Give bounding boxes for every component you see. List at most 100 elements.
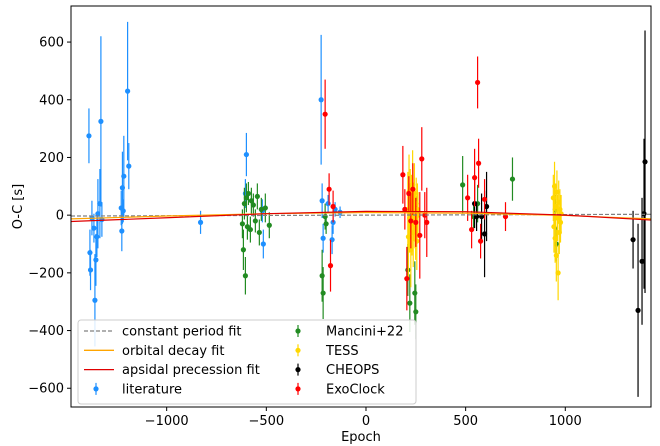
- legend-item-literature: literature: [93, 382, 182, 397]
- data-point: [469, 226, 475, 233]
- data-point: [481, 196, 488, 202]
- data-point: [319, 273, 325, 279]
- data-point: [630, 237, 636, 243]
- data-point: [642, 159, 648, 165]
- data-point: [256, 229, 262, 236]
- data-point: [248, 198, 254, 204]
- data-point: [639, 258, 645, 264]
- data-point: [402, 206, 408, 212]
- data-point: [327, 263, 334, 269]
- data-point: [318, 97, 324, 103]
- data-point: [555, 270, 561, 276]
- fit-lines-layer: [70, 210, 652, 223]
- legend: constant period fit orbital decay fit apsi…: [77, 319, 417, 405]
- data-point: [247, 226, 253, 233]
- data-point: [91, 225, 97, 231]
- data-point: [86, 133, 92, 139]
- x-tick-label: 1000: [549, 414, 582, 429]
- series-exoclock: [322, 56, 509, 311]
- data-point: [422, 212, 428, 218]
- legend-marker-swatch: [295, 386, 301, 392]
- data-point: [240, 247, 247, 253]
- series-tess: [405, 150, 564, 301]
- legend-label: constant period fit: [122, 325, 241, 340]
- data-point: [126, 163, 132, 169]
- data-point: [477, 238, 484, 244]
- y-tick-label: −400: [28, 324, 64, 339]
- legend-item-tess: TESS: [295, 344, 359, 359]
- data-point: [509, 176, 516, 182]
- data-point: [258, 206, 264, 212]
- data-point: [245, 190, 251, 197]
- y-tick-label: 0: [56, 209, 64, 224]
- data-point: [400, 172, 406, 178]
- y-tick-label: −600: [28, 382, 64, 397]
- y-axis-label: O-C [s]: [11, 184, 26, 229]
- data-point: [413, 219, 419, 225]
- legend-label: CHEOPS: [326, 363, 379, 378]
- y-tick-label: 600: [39, 36, 64, 51]
- data-point: [404, 276, 410, 282]
- data-point: [250, 202, 256, 208]
- x-axis-label: Epoch: [341, 430, 381, 445]
- data-point: [92, 297, 98, 303]
- data-point: [319, 198, 325, 204]
- legend-box: [77, 319, 417, 405]
- y-axis-ticks: −600 −400 −200 0 200 400 600: [28, 36, 71, 397]
- legend-item-mancini-22: Mancini+22: [295, 325, 403, 340]
- x-tick-label: 0: [362, 414, 370, 429]
- data-point: [474, 79, 481, 86]
- data-point: [197, 219, 204, 225]
- data-point: [483, 203, 490, 210]
- data-point: [125, 88, 131, 94]
- data-point: [408, 218, 414, 224]
- legend-item-exoclock: ExoClock: [295, 382, 385, 397]
- legend-label: literature: [122, 382, 182, 397]
- series-literature: [86, 21, 343, 347]
- y-tick-label: 200: [39, 151, 64, 166]
- series-mancini-22: [239, 156, 559, 340]
- data-point: [239, 221, 246, 227]
- legend-label: ExoClock: [326, 382, 385, 397]
- legend-marker-swatch: [295, 328, 301, 334]
- data-point: [98, 118, 104, 124]
- legend-marker-swatch: [93, 386, 99, 392]
- legend-label: TESS: [325, 344, 359, 359]
- data-point: [243, 195, 249, 201]
- plot-frame: [70, 5, 652, 408]
- x-tick-label: 500: [453, 414, 478, 429]
- data-point: [475, 160, 482, 166]
- data-point: [94, 234, 100, 240]
- data-point: [424, 219, 430, 225]
- data-point: [254, 193, 260, 200]
- legend-item-cheops: CHEOPS: [295, 363, 379, 378]
- y-tick-label: −200: [28, 266, 64, 281]
- data-point: [323, 221, 329, 227]
- data-point: [252, 218, 258, 224]
- data-point: [413, 309, 419, 315]
- data-point: [87, 267, 94, 273]
- data-point: [635, 307, 641, 313]
- data-point: [325, 201, 331, 207]
- data-point: [242, 273, 248, 279]
- x-tick-label: −1000: [145, 414, 189, 429]
- data-point: [419, 156, 425, 162]
- data-point: [266, 222, 272, 228]
- data-point: [326, 186, 332, 192]
- data-point: [410, 186, 416, 192]
- data-point: [412, 290, 418, 296]
- data-point: [241, 201, 248, 207]
- data-point: [322, 111, 328, 117]
- data-point: [406, 190, 412, 197]
- data-point: [121, 173, 127, 179]
- fit-line-apsidal-precession-fit: [70, 210, 652, 223]
- legend-item-apsidal-precession-fit: apsidal precession fit: [84, 363, 260, 378]
- data-point: [243, 151, 249, 158]
- data-point: [481, 231, 488, 237]
- legend-label: apsidal precession fit: [122, 363, 260, 378]
- data-point: [260, 241, 266, 247]
- legend-marker-swatch: [295, 347, 301, 353]
- y-tick-label: 400: [39, 93, 64, 108]
- data-point: [119, 228, 125, 234]
